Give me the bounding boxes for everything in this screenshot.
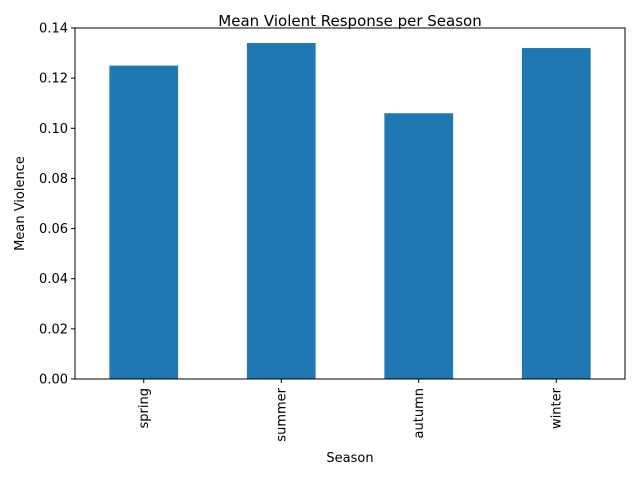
y-tick-label: 0.04	[39, 272, 68, 287]
chart-title: Mean Violent Response per Season	[218, 12, 481, 30]
x-axis-label: Season	[326, 451, 373, 466]
bar-winter	[521, 48, 591, 380]
y-tick-label: 0.06	[39, 222, 68, 237]
x-axis: spring summer autumn winter	[137, 379, 564, 442]
y-tick-label: 0.02	[39, 322, 68, 337]
y-axis-label: Mean Violence	[13, 156, 28, 251]
y-tick-label: 0.12	[39, 72, 68, 87]
plot-frame	[74, 27, 626, 380]
y-tick-label: 0.14	[39, 22, 68, 37]
x-tick-label: autumn	[412, 388, 427, 438]
x-tick-label: winter	[549, 387, 564, 429]
y-tick-label: 0.10	[39, 122, 68, 137]
bar-spring	[109, 65, 179, 380]
bar-autumn	[384, 113, 454, 380]
x-tick-label: summer	[274, 387, 289, 441]
y-axis: 0.00 0.02 0.04 0.06 0.08 0.10 0.12 0.14	[39, 22, 75, 388]
y-tick-label: 0.00	[39, 373, 68, 388]
y-tick-label: 0.08	[39, 172, 68, 187]
bar-summer	[246, 43, 316, 379]
bars-group	[109, 43, 591, 380]
x-tick-label: spring	[137, 388, 152, 428]
